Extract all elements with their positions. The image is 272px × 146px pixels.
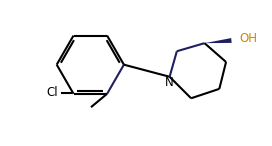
Polygon shape — [205, 38, 232, 43]
Text: N: N — [165, 76, 174, 89]
Text: Cl: Cl — [46, 86, 58, 99]
Text: OH: OH — [239, 32, 257, 45]
